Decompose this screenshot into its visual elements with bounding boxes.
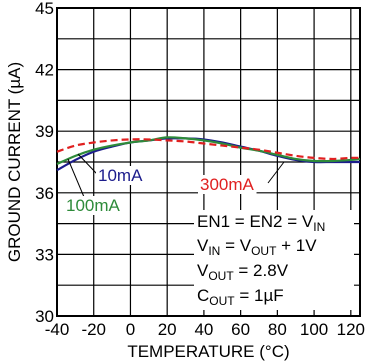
- x-tick-label: -40: [45, 320, 70, 339]
- x-tick-label: -20: [81, 320, 106, 339]
- x-tick-label: 60: [231, 320, 250, 339]
- condition-vout-text: V: [197, 261, 209, 280]
- y-tick-labels: 30 33 36 39 42 45: [35, 0, 54, 326]
- x-tick-label: 20: [158, 320, 177, 339]
- condition-vout-sub: OUT: [208, 269, 234, 283]
- condition-vin-tail: + 1V: [276, 236, 317, 255]
- leader-lines: [67, 153, 285, 198]
- condition-vin-sub2: OUT: [251, 244, 277, 258]
- y-tick-label: 45: [35, 0, 54, 18]
- x-tick-label: 100: [300, 320, 328, 339]
- y-tick-label: 36: [35, 184, 54, 203]
- series-label-100ma: 100mA: [66, 196, 121, 215]
- series-line-100ma: [56, 136, 361, 166]
- series-label-10ma: 10mA: [98, 166, 143, 185]
- x-tick-label: 0: [126, 320, 135, 339]
- series-lines: [56, 136, 361, 172]
- condition-cout: COUT = 1µF: [197, 286, 284, 308]
- y-tick-label: 30: [35, 307, 54, 326]
- condition-enable-sub: IN: [313, 220, 325, 234]
- series-label-background-10ma: [96, 166, 146, 185]
- condition-vout-tail: = 2.8V: [234, 261, 289, 280]
- condition-enable-text: EN1 = EN2 = V: [197, 212, 314, 231]
- condition-cout-sub: OUT: [209, 294, 235, 308]
- y-tick-label: 42: [35, 61, 54, 80]
- x-axis-label: TEMPERATURE (°C): [127, 342, 289, 361]
- y-tick-label: 39: [35, 122, 54, 141]
- x-tick-label: 40: [194, 320, 213, 339]
- condition-cout-text: C: [197, 286, 209, 305]
- condition-vin-text: V: [197, 236, 209, 255]
- condition-vout: VOUT = 2.8V: [197, 261, 289, 283]
- x-tick-label: 80: [268, 320, 287, 339]
- x-tick-labels: -40 -20 0 20 40 60 80 100 120: [45, 320, 365, 339]
- condition-vin-mid: = V: [220, 236, 251, 255]
- conditions-box-background: [194, 210, 354, 310]
- condition-vin: VIN = VOUT + 1V: [197, 236, 317, 258]
- leader-line: [67, 158, 85, 198]
- leader-line: [267, 161, 285, 184]
- y-tick-label: 33: [35, 245, 54, 264]
- condition-cout-tail: = 1µF: [235, 286, 284, 305]
- series-line-300ma: [56, 138, 361, 161]
- series-label-background-100ma: [64, 196, 123, 215]
- condition-enable: EN1 = EN2 = VIN: [197, 212, 325, 234]
- x-tick-label: 120: [337, 320, 365, 339]
- series-label-background-300ma: [198, 175, 257, 194]
- condition-vin-sub: IN: [208, 244, 220, 258]
- leader-line: [77, 153, 98, 175]
- series-label-300ma: 300mA: [200, 175, 255, 194]
- y-axis-label: GROUND CURRENT (µA): [5, 62, 24, 262]
